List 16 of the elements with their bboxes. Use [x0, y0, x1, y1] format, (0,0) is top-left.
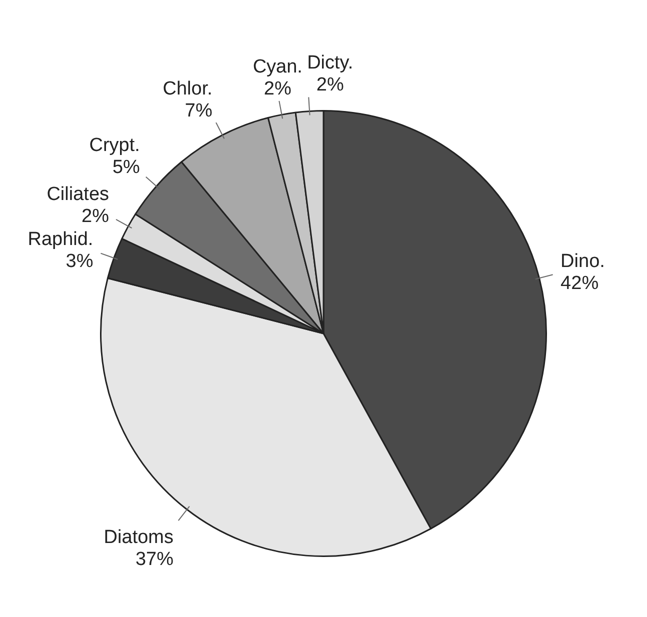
slice-label: Dino.: [560, 250, 605, 272]
slice-label: Chlor.: [162, 78, 212, 100]
data-label: 2%: [316, 74, 344, 96]
data-label: 3%: [66, 250, 94, 272]
slice-label: Dicty.: [307, 52, 354, 74]
data-label: 37%: [135, 549, 174, 570]
data-label: 7%: [184, 100, 212, 122]
slice-label: Raphid.: [28, 228, 94, 250]
slice-label: Crypt.: [89, 134, 140, 156]
data-label: 5%: [112, 156, 140, 178]
data-label: 2%: [82, 206, 110, 227]
data-label: 42%: [560, 272, 599, 294]
data-label: 2%: [264, 78, 292, 100]
slice-label: Ciliates: [46, 184, 110, 205]
slice-label: Diatoms: [104, 527, 174, 548]
slice-label: Cyan.: [252, 56, 302, 78]
